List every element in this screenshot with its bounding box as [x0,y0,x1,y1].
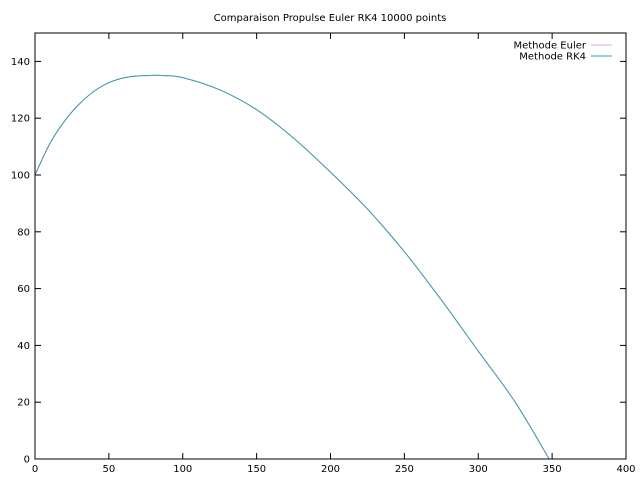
legend-label: Methode Euler [513,41,586,52]
x-tick-label: 350 [543,464,562,475]
chart-title: Comparaison Propulse Euler RK4 10000 poi… [214,13,447,24]
y-tick-label: 40 [17,341,30,352]
y-tick-label: 60 [17,284,30,295]
x-tick-label: 150 [247,464,266,475]
y-tick-label: 0 [24,455,30,466]
axis-ticks [34,33,627,460]
y-tick-label: 140 [11,57,30,68]
x-tick-label: 250 [395,464,414,475]
x-tick-label: 50 [103,464,116,475]
y-tick-label: 100 [11,171,30,182]
x-tick-label: 200 [321,464,340,475]
plot-frame [34,32,627,460]
x-tick-label: 400 [616,464,635,475]
series-line-rk4 [34,74,550,460]
x-tick-label: 0 [32,464,38,475]
x-tick-label: 100 [173,464,192,475]
y-tick-label: 20 [17,398,30,409]
series-layer [34,74,550,460]
series-line-euler [34,74,550,460]
legend-label: Methode RK4 [519,52,586,63]
y-tick-label: 120 [11,114,30,125]
x-tick-label: 300 [469,464,488,475]
y-tick-label: 80 [17,227,30,238]
axis-tick-labels: 0 50 100 150 200 250 300 350 400 0 20 40 60 80 100 120 1… [11,57,636,475]
